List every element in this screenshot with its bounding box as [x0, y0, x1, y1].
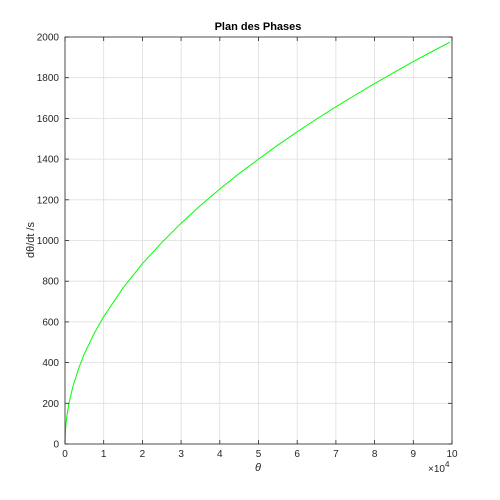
x-tick-label: 7: [333, 449, 339, 460]
x-tick-label: 10: [446, 449, 458, 460]
y-tick-label: 400: [42, 358, 59, 369]
x-tick-label: 8: [372, 449, 378, 460]
y-tick-label: 1200: [37, 195, 60, 206]
x-tick-label: 6: [294, 449, 300, 460]
y-tick-label: 1800: [37, 73, 60, 84]
x-tick-label: 1: [101, 449, 107, 460]
x-exponent-power: 4: [445, 460, 450, 469]
y-tick-label: 1400: [37, 155, 60, 166]
y-tick-label: 800: [42, 277, 59, 288]
x-tick-label: 3: [178, 449, 184, 460]
y-tick-label: 200: [42, 399, 59, 410]
y-axis-label: dθ/dt /s: [25, 221, 37, 258]
x-axis-label: θ: [255, 462, 261, 474]
y-tick-label: 0: [53, 440, 59, 451]
x-exponent-base: ×10: [428, 464, 445, 475]
y-tick-label: 2000: [37, 33, 60, 44]
y-tick-label: 1000: [37, 236, 60, 247]
y-tick-label: 600: [42, 317, 59, 328]
y-tick-label: 1600: [37, 114, 60, 125]
x-tick-label: 4: [217, 449, 223, 460]
chart-title: Plan des Phases: [215, 21, 302, 33]
x-tick-label: 0: [62, 449, 68, 460]
x-tick-label: 9: [411, 449, 417, 460]
x-tick-label: 5: [256, 449, 262, 460]
x-tick-label: 2: [140, 449, 146, 460]
